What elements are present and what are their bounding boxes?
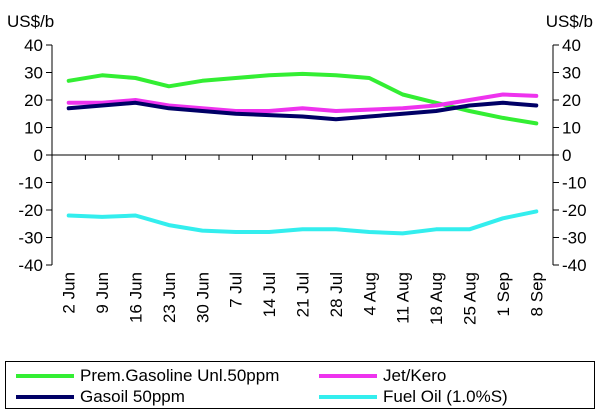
legend-swatch-fuel-oil	[319, 395, 377, 399]
x-tick-label: 28 Jul	[327, 272, 346, 317]
x-tick-label: 11 Aug	[394, 272, 413, 324]
legend-swatch-gasoil	[16, 395, 74, 399]
y-tick-label-left: 40	[24, 36, 43, 55]
legend-label-jet-kero: Jet/Kero	[383, 366, 447, 385]
series-lines	[66, 71, 539, 236]
x-tick-label: 23 Jun	[160, 272, 179, 323]
y-tick-label-right: -30	[562, 229, 587, 248]
y-tick-label-left: 30	[24, 64, 43, 83]
x-tick-label: 1 Sep	[494, 272, 513, 316]
x-tick-label: 9 Jun	[93, 272, 112, 314]
x-tick-label: 18 Aug	[427, 272, 446, 325]
legend-label-gasoline: Prem.Gasoline Unl.50ppm	[80, 366, 280, 385]
x-ticks: 2 Jun 9 Jun 16 Jun 23 Jun 30 Jun 7 Jul 14 Jul 2…	[51, 155, 554, 325]
y-tick-label-right: -10	[562, 174, 587, 193]
y-tick-label-right: -40	[562, 256, 587, 275]
y-tick-label-left: -40	[18, 256, 43, 275]
y-tick-label-left: 10	[24, 119, 43, 138]
y-ticks-left: 40 30 20 10 0 -10 -20 -30 -40	[18, 36, 52, 275]
y-tick-label-right: 10	[562, 119, 581, 138]
series-line-jet-kero	[66, 92, 539, 113]
y-tick-label-right: -20	[562, 201, 587, 220]
legend-item-gasoil: Gasoil 50ppm	[16, 386, 185, 408]
x-tick-label: 25 Aug	[461, 272, 480, 325]
y-unit-right: US$/b	[546, 12, 593, 31]
legend-label-fuel-oil: Fuel Oil (1.0%S)	[383, 387, 508, 406]
legend-item-jet-kero: Jet/Kero	[319, 365, 446, 387]
y-tick-label-left: -20	[18, 201, 43, 220]
x-tick-label: 14 Jul	[260, 272, 279, 317]
y-tick-label-left: -30	[18, 229, 43, 248]
series-line-gasoil-50ppm	[66, 100, 539, 122]
y-tick-label-right: 0	[562, 146, 571, 165]
legend-label-gasoil: Gasoil 50ppm	[80, 387, 185, 406]
legend-swatch-gasoline	[16, 374, 74, 378]
y-tick-label-left: -10	[18, 174, 43, 193]
x-tick-label: 30 Jun	[193, 272, 212, 323]
y-tick-label-right: 40	[562, 36, 581, 55]
y-tick-label-right: 20	[562, 91, 581, 110]
y-ticks-right: 40 30 20 10 0 -10 -20 -30 -40	[553, 36, 587, 275]
legend: Prem.Gasoline Unl.50ppm Jet/Kero Gasoil …	[5, 361, 595, 409]
legend-swatch-jet-kero	[319, 374, 377, 378]
x-tick-label: 7 Jul	[227, 272, 246, 308]
y-unit-left: US$/b	[7, 12, 54, 31]
y-tick-label-right: 30	[562, 64, 581, 83]
x-tick-label: 21 Jul	[294, 272, 313, 317]
x-tick-label: 4 Aug	[360, 272, 379, 316]
x-tick-label: 8 Sep	[527, 272, 546, 316]
y-tick-label-left: 20	[24, 91, 43, 110]
y-tick-label-left: 0	[34, 146, 43, 165]
x-tick-label: 16 Jun	[127, 272, 146, 323]
legend-item-fuel-oil: Fuel Oil (1.0%S)	[319, 386, 508, 408]
line-chart: US$/b US$/b 40 30 20 10 0 -10 -20 -30 -40 40 30 20…	[7, 12, 593, 325]
legend-item-gasoline: Prem.Gasoline Unl.50ppm	[16, 365, 279, 387]
x-tick-label: 2 Jun	[60, 272, 79, 314]
series-line-fuel-oil-1-0-s	[66, 209, 539, 236]
